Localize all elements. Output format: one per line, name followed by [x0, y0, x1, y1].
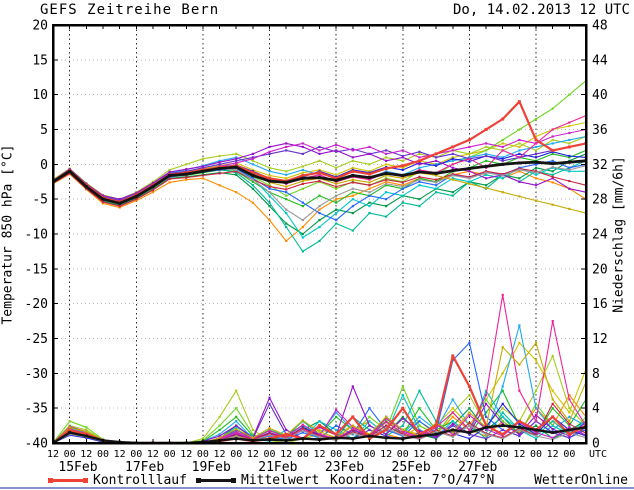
svg-text:12: 12 [114, 449, 126, 460]
ensemble-series [53, 79, 586, 443]
svg-text:12: 12 [513, 449, 525, 460]
ensemble-mean-swatch [196, 478, 236, 483]
svg-text:-20: -20 [25, 297, 48, 312]
svg-text:15Feb: 15Feb [58, 460, 97, 475]
svg-text:12: 12 [547, 449, 559, 460]
svg-text:36: 36 [592, 123, 608, 138]
svg-text:12: 12 [380, 449, 392, 460]
svg-text:5: 5 [40, 123, 48, 138]
svg-text:-10: -10 [25, 228, 48, 243]
axis-labels: 20151050-5-10-15-20-25-30-35-40484440363… [25, 19, 608, 476]
svg-text:32: 32 [592, 158, 608, 173]
axes [51, 23, 588, 445]
svg-text:-25: -25 [25, 332, 48, 347]
svg-text:48: 48 [592, 19, 608, 34]
svg-text:12: 12 [480, 449, 492, 460]
svg-text:-40: -40 [25, 437, 48, 452]
svg-text:UTC: UTC [589, 449, 607, 460]
svg-text:-15: -15 [25, 262, 48, 277]
svg-text:40: 40 [592, 88, 608, 103]
svg-text:20: 20 [592, 262, 608, 277]
svg-text:00: 00 [397, 449, 409, 460]
svg-text:12: 12 [413, 449, 425, 460]
svg-text:20: 20 [32, 19, 48, 34]
svg-text:12: 12 [313, 449, 325, 460]
svg-text:00: 00 [297, 449, 309, 460]
svg-text:12: 12 [47, 449, 59, 460]
svg-text:12: 12 [214, 449, 226, 460]
svg-text:16: 16 [592, 297, 608, 312]
svg-text:23Feb: 23Feb [325, 460, 364, 475]
svg-text:00: 00 [430, 449, 442, 460]
svg-text:12: 12 [592, 332, 608, 347]
chart-title: GEFS Zeitreihe Bern [40, 2, 220, 18]
svg-text:00: 00 [64, 449, 76, 460]
svg-text:12: 12 [180, 449, 192, 460]
gridlines [53, 25, 586, 443]
brand-label: WetterOnline [534, 473, 628, 488]
ensemble-mean-label: Mittelwert [241, 473, 320, 488]
coordinates-label: Koordinaten: 7°O/47°N [330, 473, 495, 488]
svg-text:00: 00 [363, 449, 375, 460]
svg-text:25Feb: 25Feb [392, 460, 431, 475]
svg-text:27Feb: 27Feb [458, 460, 497, 475]
svg-text:12: 12 [80, 449, 92, 460]
svg-text:00: 00 [497, 449, 509, 460]
svg-text:00: 00 [463, 449, 475, 460]
svg-text:00: 00 [330, 449, 342, 460]
bottom-divider [0, 487, 634, 489]
control-run-swatch [48, 478, 88, 483]
left-axis-title: Temperatur 850 hPa [°C] [0, 144, 16, 325]
svg-text:21Feb: 21Feb [258, 460, 297, 475]
svg-text:17Feb: 17Feb [125, 460, 164, 475]
right-axis-title: Niederschlag [mm/6h] [611, 156, 627, 313]
svg-text:44: 44 [592, 53, 608, 68]
legend-row: Kontrolllauf Mittelwert Koordinaten: 7°O… [0, 473, 634, 488]
svg-text:00: 00 [197, 449, 209, 460]
svg-text:-35: -35 [25, 402, 48, 417]
svg-text:15: 15 [32, 53, 48, 68]
svg-text:00: 00 [230, 449, 242, 460]
svg-text:00: 00 [130, 449, 142, 460]
svg-text:12: 12 [447, 449, 459, 460]
svg-text:00: 00 [164, 449, 176, 460]
svg-text:00: 00 [97, 449, 109, 460]
run-datetime-label: Do, 14.02.2013 12 UTC [452, 2, 630, 18]
svg-text:19Feb: 19Feb [192, 460, 231, 475]
control-run-label: Kontrolllauf [93, 473, 187, 488]
svg-text:12: 12 [247, 449, 259, 460]
svg-text:0: 0 [592, 437, 600, 452]
svg-text:00: 00 [264, 449, 276, 460]
svg-text:12: 12 [147, 449, 159, 460]
svg-text:12: 12 [280, 449, 292, 460]
svg-text:00: 00 [563, 449, 575, 460]
svg-text:0: 0 [40, 158, 48, 173]
svg-text:28: 28 [592, 193, 608, 208]
svg-text:10: 10 [32, 88, 48, 103]
svg-text:4: 4 [592, 402, 600, 417]
svg-text:00: 00 [530, 449, 542, 460]
svg-text:-5: -5 [32, 193, 48, 208]
svg-text:8: 8 [592, 367, 600, 382]
svg-text:24: 24 [592, 228, 608, 243]
svg-text:-30: -30 [25, 367, 48, 382]
svg-text:12: 12 [347, 449, 359, 460]
